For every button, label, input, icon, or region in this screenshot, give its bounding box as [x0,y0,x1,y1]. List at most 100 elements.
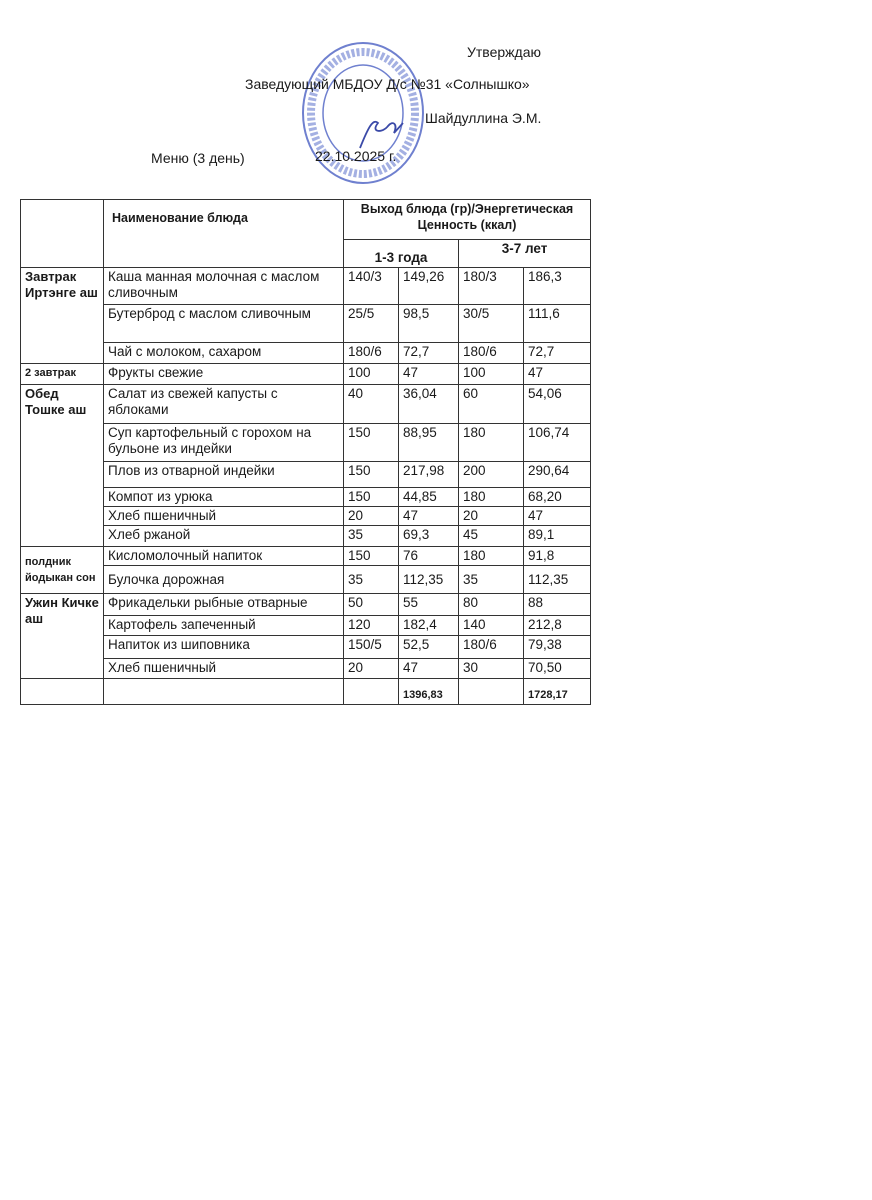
dish-name: Хлеб ржаной [103,525,344,547]
portion-weight: 150 [343,546,399,566]
dish-name: Плов из отварной индейки [103,461,344,488]
energy-value: 76 [398,546,459,566]
energy-value: 55 [398,593,459,616]
approval-label: Утверждаю [467,44,541,60]
dish-name: Хлеб пшеничный [103,506,344,526]
total-energy: 1396,83 [398,678,459,705]
dish-name: Фрикадельки рыбные отварные [103,593,344,616]
portion-weight: 140/3 [343,267,399,305]
energy-value: 89,1 [522,525,592,547]
energy-value: 69,3 [398,525,459,547]
table-row: Плов из отварной индейки 150 217,98 200 290,… [21,461,592,488]
energy-value: 149,26 [398,267,459,305]
dish-name: Картофель запеченный [103,615,344,636]
portion-weight: 180/6 [343,342,399,364]
energy-value: 88,95 [398,423,459,462]
total-row: 1396,83 1728,17 [20,678,592,705]
dish-name: Салат из свежей капусты с яблоками [103,384,344,424]
portion-weight: 60 [458,384,524,424]
portion-weight: 120 [343,615,399,636]
energy-value: 52,5 [398,635,459,659]
energy-value: 212,8 [522,615,592,636]
dish-name: Бутерброд с маслом сливочным [103,304,344,343]
energy-value: 47 [398,658,459,679]
table-row: Хлеб ржаной 35 69,3 45 89,1 [21,525,592,547]
energy-value: 106,74 [522,423,592,462]
portion-weight: 40 [343,384,399,424]
approver-position: Заведующий МБДОУ Д/с №31 «Солнышко» [245,76,530,92]
age-3-7-header: 3-7 лет [457,239,592,268]
portion-weight: 100 [343,363,399,385]
energy-value: 111,6 [522,304,592,343]
portion-weight: 200 [458,461,524,488]
table-row: Булочка дорожная 35 112,35 35 112,35 [21,565,592,594]
portion-weight: 50 [343,593,399,616]
energy-value: 217,98 [398,461,459,488]
official-stamp [302,42,424,184]
portion-weight: 150 [343,487,399,507]
dish-name: Булочка дорожная [103,565,344,594]
energy-value: 47 [398,363,459,385]
age-1-3-header: 1-3 года [343,239,459,268]
table-row: Чай с молоком, сахаром 180/6 72,7 180/6 72,7 [21,342,592,364]
energy-value: 79,38 [522,635,592,659]
energy-value: 47 [522,506,592,526]
meal-name: 2 завтрак [20,363,104,385]
portion-weight: 150 [343,461,399,488]
table-row: Бутерброд с маслом сливочным 25/5 98,5 30/5… [21,304,592,343]
meal-name: Завтрак Иртэнге аш [20,267,104,364]
portion-weight: 150 [343,423,399,462]
dish-name: Кисломолочный напиток [103,546,344,566]
portion-weight: 180 [458,487,524,507]
energy-value: 91,8 [522,546,592,566]
portion-weight: 140 [458,615,524,636]
energy-value: 54,06 [522,384,592,424]
portion-weight: 30 [458,658,524,679]
portion-weight: 180/6 [458,342,524,364]
energy-value: 182,4 [398,615,459,636]
dish-header: Наименование блюда [103,199,344,268]
portion-weight: 35 [343,525,399,547]
energy-value: 290,64 [522,461,592,488]
energy-value: 112,35 [522,565,592,594]
energy-value: 98,5 [398,304,459,343]
empty-cell [458,678,524,705]
menu-title: Меню (3 день) [151,150,245,166]
portion-weight: 180 [458,546,524,566]
portion-weight: 180/3 [458,267,524,305]
dish-name: Каша манная молочная с маслом сливочным [103,267,344,305]
portion-weight: 180/6 [458,635,524,659]
portion-weight: 150/5 [343,635,399,659]
portion-weight: 80 [458,593,524,616]
table-row: Ужин Кичке аш Фрикадельки рыбные отварные… [20,593,592,679]
table-row: Картофель запеченный 120 182,4 140 212,8 [21,615,592,636]
energy-value: 72,7 [522,342,592,364]
portion-weight: 45 [458,525,524,547]
table-row: Компот из урюка 150 44,85 180 68,20 [21,487,592,507]
table-row: Обед Тошке аш Салат из свежей капусты с я… [20,384,592,547]
meal-header-cell [20,199,104,268]
table-row: Суп картофельный с горохом на бульоне из… [21,423,592,462]
table-row: полдник йодыкан сон Кисломолочный напиток… [20,546,592,594]
empty-cell [103,678,344,705]
portion-weight: 30/5 [458,304,524,343]
energy-value: 47 [398,506,459,526]
energy-value: 88 [522,593,592,616]
portion-weight: 20 [343,506,399,526]
empty-cell [343,678,399,705]
table-row: Хлеб пшеничный 20 47 20 47 [21,506,592,526]
approver-name: Шайдуллина Э.М. [425,110,542,126]
energy-value: 70,50 [522,658,592,679]
portion-weight: 35 [343,565,399,594]
total-energy: 1728,17 [522,678,592,705]
portion-weight: 20 [343,658,399,679]
output-header: Выход блюда (гр)/Энергетическая Ценность… [342,199,592,240]
table-row: Завтрак Иртэнге аш Каша манная молочная с… [20,267,592,364]
dish-name: Чай с молоком, сахаром [103,342,344,364]
dish-name: Компот из урюка [103,487,344,507]
dish-name: Суп картофельный с горохом на бульоне из… [103,423,344,462]
table-row: Напиток из шиповника 150/5 52,5 180/6 79,38 [21,635,592,659]
portion-weight: 180 [458,423,524,462]
portion-weight: 100 [458,363,524,385]
energy-value: 72,7 [398,342,459,364]
